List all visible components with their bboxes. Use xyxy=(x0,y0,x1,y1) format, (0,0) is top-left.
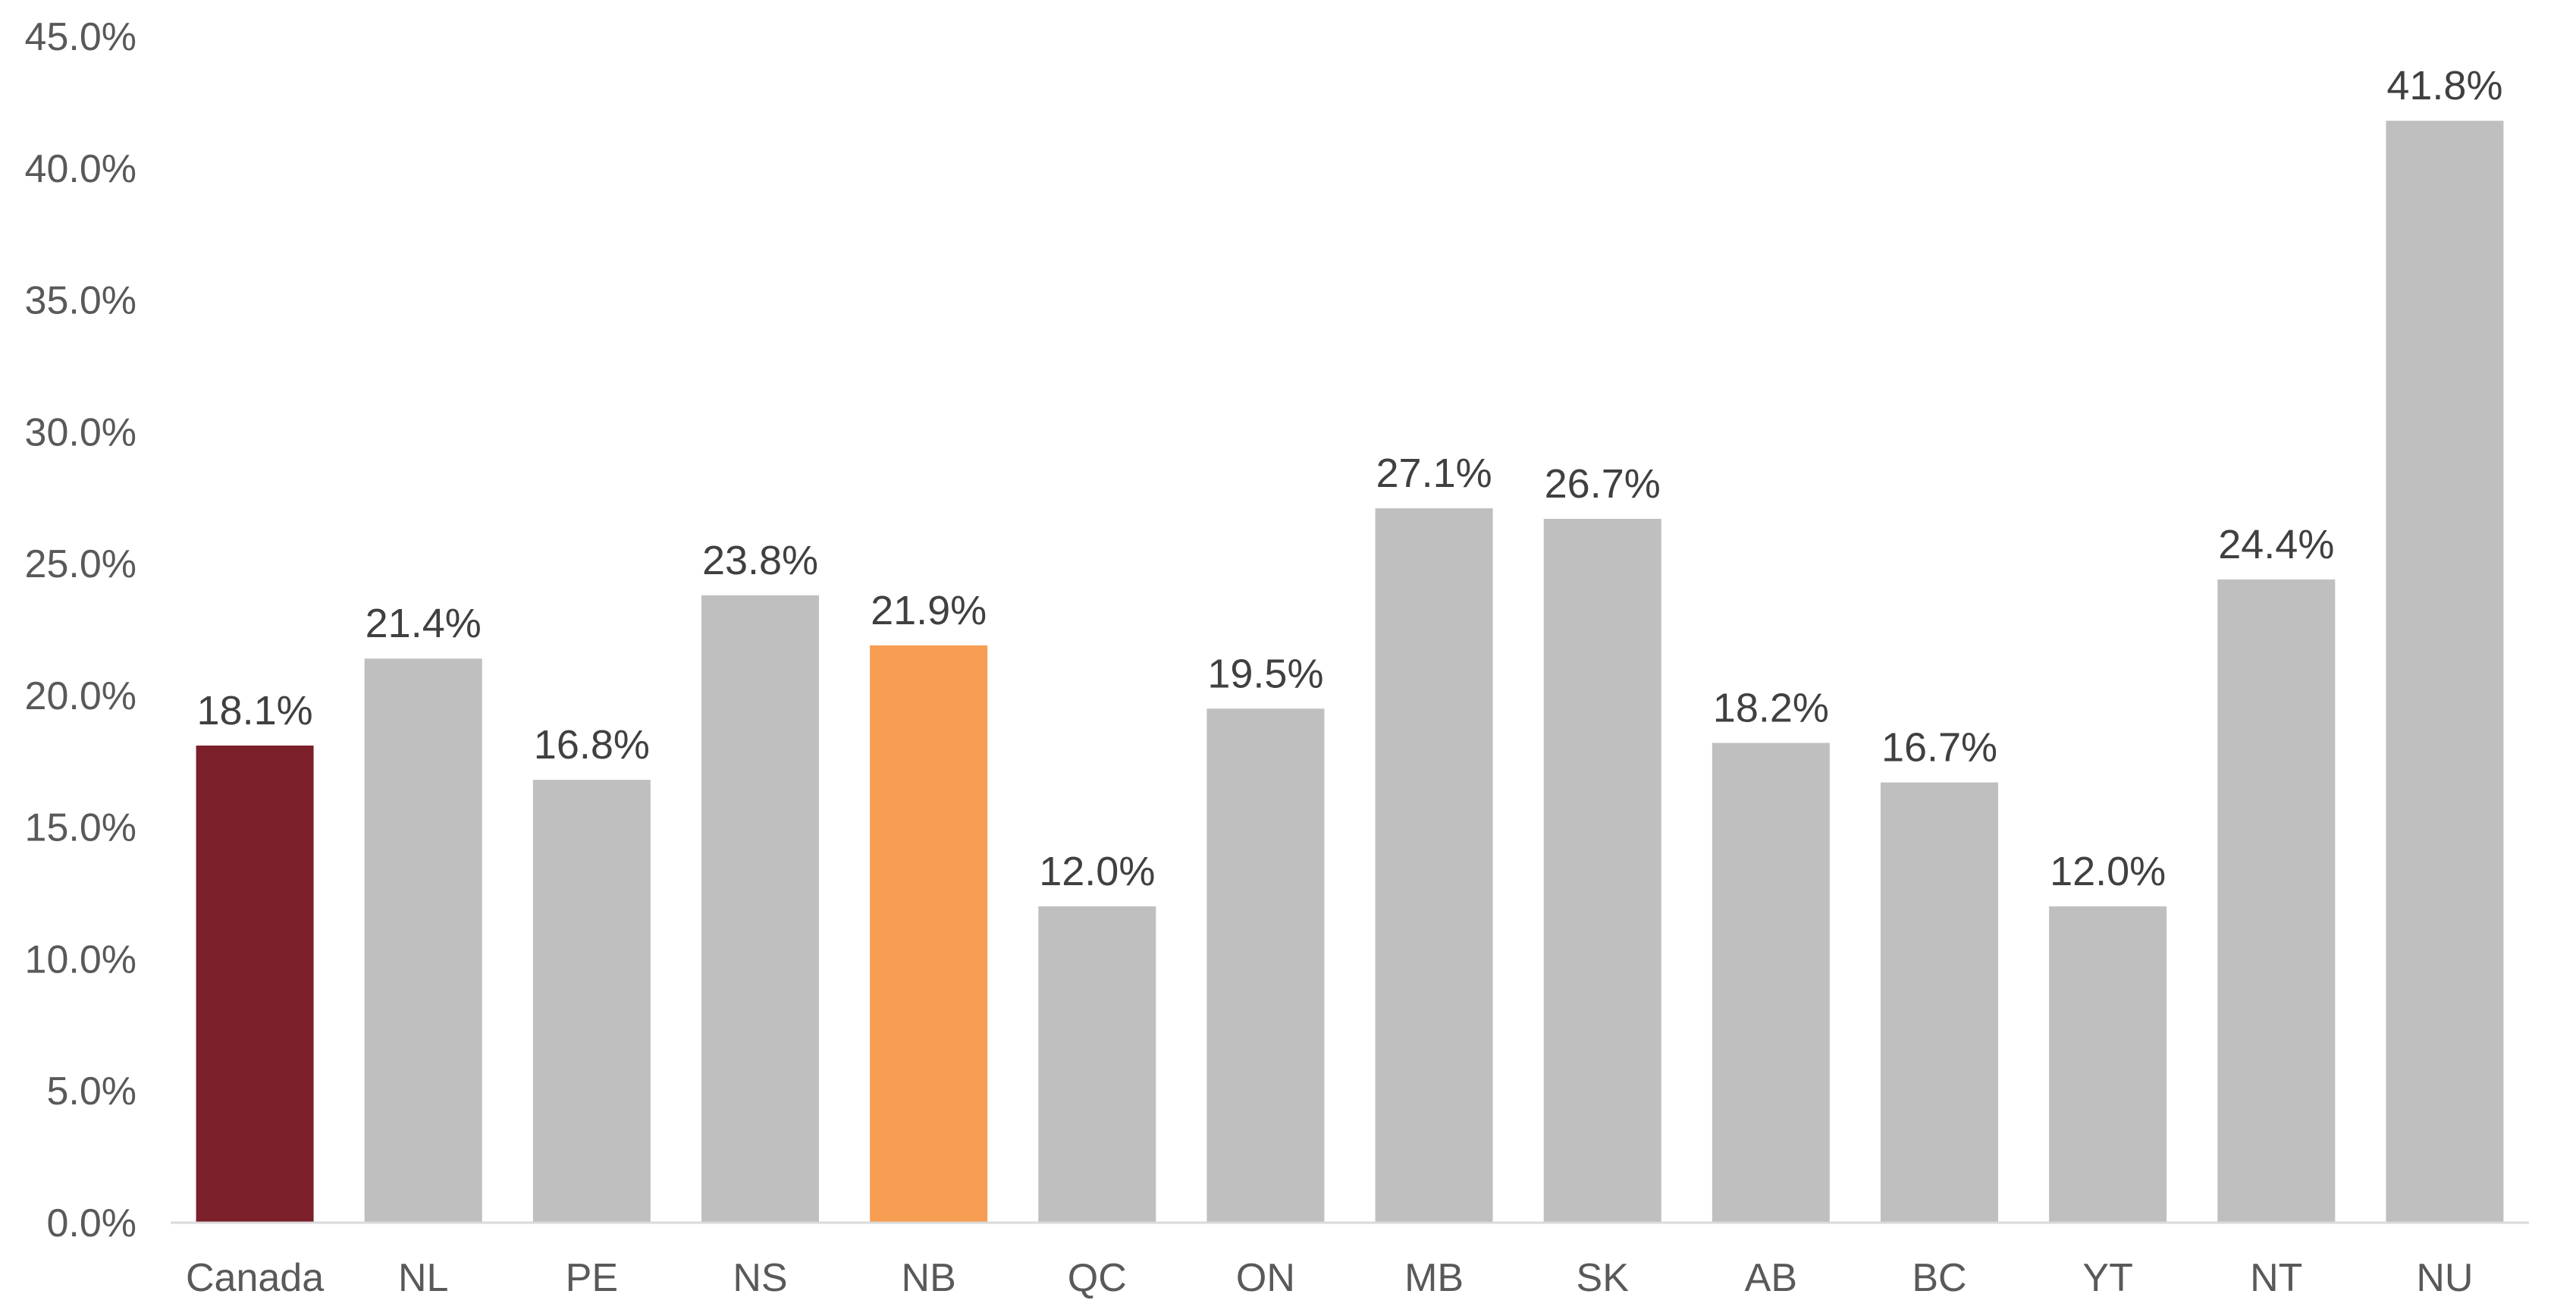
category-label-ab: AB xyxy=(1745,1256,1797,1300)
bar-pe xyxy=(532,780,651,1223)
bar-mb xyxy=(1375,508,1493,1223)
bar-canada xyxy=(196,745,314,1223)
y-tick-label: 25.0% xyxy=(25,542,136,586)
bar-nt xyxy=(2217,579,2336,1223)
data-label-ab: 18.2% xyxy=(1713,685,1829,730)
data-label-nb: 21.9% xyxy=(871,588,987,633)
y-tick-label: 5.0% xyxy=(46,1069,136,1113)
category-label-on: ON xyxy=(1236,1256,1295,1300)
category-label-nu: NU xyxy=(2416,1256,2473,1300)
y-tick-label: 0.0% xyxy=(46,1201,136,1245)
x-axis-category-labels: Canada NL PE NS NB QC ON MB SK AB BC YT NT NU xyxy=(186,1256,2473,1300)
data-label-nl: 21.4% xyxy=(366,601,482,646)
bar-yt xyxy=(2049,906,2167,1223)
bar-nu xyxy=(2386,121,2504,1223)
data-label-ns: 23.8% xyxy=(702,538,818,583)
y-tick-label: 40.0% xyxy=(25,147,136,191)
bar-ab xyxy=(1712,743,1830,1223)
category-label-nt: NT xyxy=(2250,1256,2302,1300)
y-tick-label: 10.0% xyxy=(25,938,136,982)
data-label-nu: 41.8% xyxy=(2386,63,2502,108)
y-tick-label: 30.0% xyxy=(25,410,136,454)
data-label-on: 19.5% xyxy=(1207,651,1323,696)
data-label-pe: 16.8% xyxy=(534,722,650,768)
data-label-qc: 12.0% xyxy=(1039,849,1155,894)
bar-bc xyxy=(1881,782,1998,1223)
data-labels: 18.1% 21.4% 16.8% 23.8% 21.9% 12.0% 19.5% 27.1%… xyxy=(197,63,2503,894)
category-label-nb: NB xyxy=(902,1256,956,1300)
category-label-canada: Canada xyxy=(186,1256,324,1300)
category-label-ns: NS xyxy=(733,1256,787,1300)
bar-sk xyxy=(1543,519,1661,1223)
category-label-bc: BC xyxy=(1912,1256,1966,1300)
data-label-bc: 16.7% xyxy=(1881,725,1997,771)
y-tick-label: 45.0% xyxy=(25,15,136,59)
category-label-qc: QC xyxy=(1068,1256,1127,1300)
y-tick-label: 35.0% xyxy=(25,279,136,323)
y-axis-tick-labels: 0.0% 5.0% 10.0% 15.0% 20.0% 25.0% 30.0% 35.0% 40… xyxy=(25,15,136,1245)
data-label-nt: 24.4% xyxy=(2218,522,2334,567)
y-tick-label: 15.0% xyxy=(25,806,136,850)
y-tick-label: 20.0% xyxy=(25,674,136,718)
bars xyxy=(196,121,2504,1223)
category-label-yt: YT xyxy=(2082,1256,2132,1300)
category-label-mb: MB xyxy=(1404,1256,1464,1300)
bar-nb xyxy=(870,645,988,1223)
bar-ns xyxy=(701,595,819,1223)
category-label-nl: NL xyxy=(398,1256,448,1300)
data-label-mb: 27.1% xyxy=(1376,451,1492,496)
bar-qc xyxy=(1038,906,1156,1223)
bar-on xyxy=(1206,708,1325,1223)
category-label-pe: PE xyxy=(566,1256,618,1300)
data-label-yt: 12.0% xyxy=(2050,849,2166,894)
category-label-sk: SK xyxy=(1577,1256,1630,1300)
data-label-canada: 18.1% xyxy=(197,688,313,733)
data-label-sk: 26.7% xyxy=(1545,461,1661,507)
bar-nl xyxy=(364,658,482,1223)
